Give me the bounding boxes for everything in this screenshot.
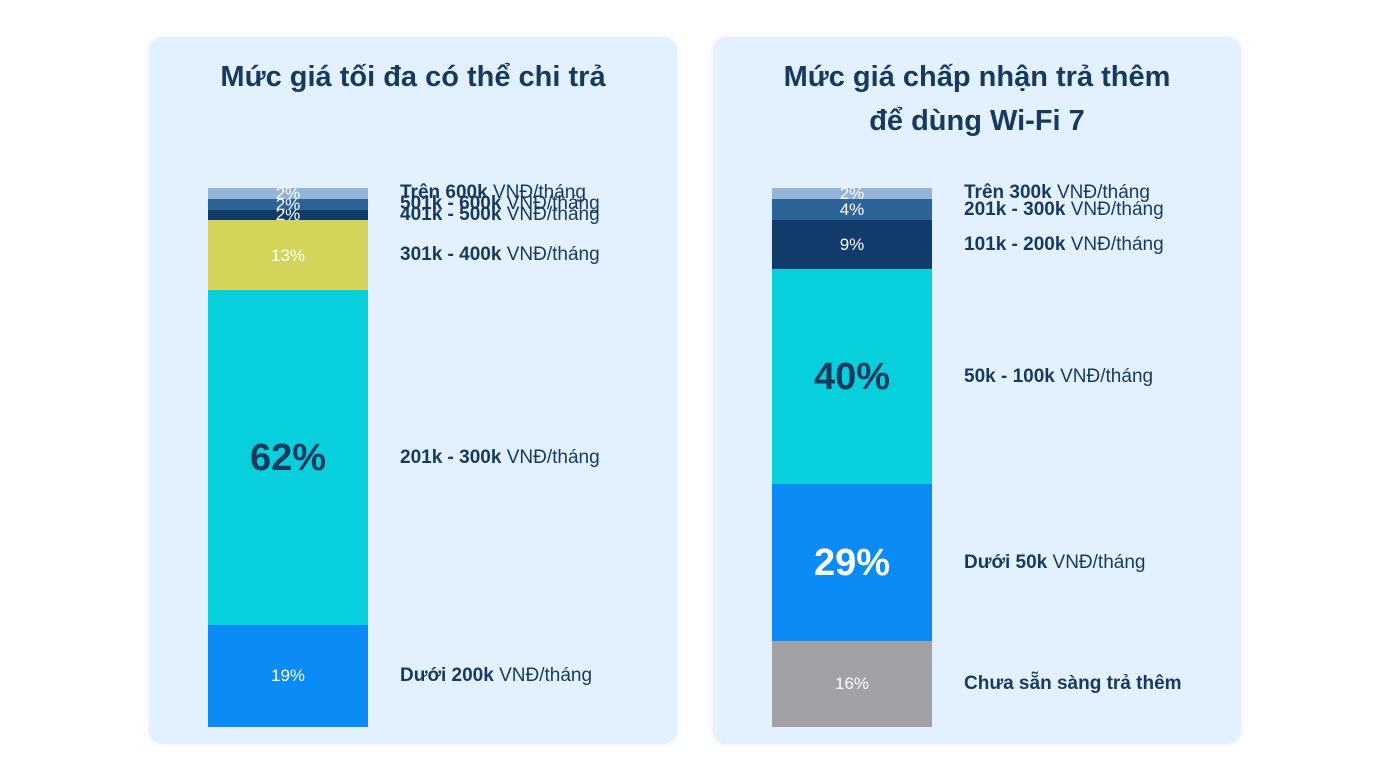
category-label-unit: VNĐ/tháng (1051, 182, 1150, 204)
segment-value-label: 2% (275, 205, 301, 225)
bar-segment: 16% (772, 640, 932, 727)
category-label-unit: VNĐ/tháng (501, 193, 600, 215)
category-label-range: Trên 300k (964, 182, 1052, 204)
category-label-range: 401k - 500k (400, 203, 502, 225)
category-label: 101k - 200k VNĐ/tháng (964, 233, 1164, 255)
category-label: 50k - 100k VNĐ/tháng (964, 365, 1154, 387)
bar-segment: 2% (208, 194, 368, 214)
category-label-unit: VNĐ/tháng (1065, 198, 1164, 220)
segment-value-label: 13% (270, 245, 306, 265)
category-label: Trên 300k VNĐ/tháng (964, 183, 1150, 203)
segment-value-label: 2% (275, 194, 301, 214)
category-label-range: Chưa sẵn sàng trả thêm (964, 672, 1182, 694)
category-label-unit: VNĐ/tháng (493, 664, 593, 686)
bar-segment: 2% (208, 183, 368, 203)
category-label: 401k - 500k VNĐ/tháng (400, 203, 600, 225)
segment-value-label: 29% (813, 541, 891, 584)
category-label: 501k - 600k VNĐ/tháng (400, 194, 600, 214)
bar-segment: 19% (208, 624, 368, 727)
bar-segment: 2% (772, 183, 932, 203)
category-label: Dưới 50k VNĐ/tháng (964, 551, 1146, 573)
segment-value-label: 2% (275, 183, 301, 203)
chart-panel-max-price: Mức giá tối đa có thể chi trả 19% 62% 13% 2… (149, 37, 677, 744)
stacked-bar: 19% 62% 13% 2% 2% 2% (208, 183, 368, 727)
chart-title: Mức giá tối đa có thể chi trả (220, 61, 606, 93)
bar-segment: 2% (208, 206, 368, 223)
bar-segment: 4% (772, 198, 932, 221)
category-label-range: 201k - 300k (400, 446, 502, 468)
segment-value-label: 62% (249, 436, 327, 479)
category-label-range: 301k - 400k (400, 244, 502, 266)
chart-panel-wifi7-extra: Mức giá chấp nhận trả thêm để dùng Wi-Fi… (713, 37, 1241, 744)
segment-value-label: 9% (839, 235, 865, 255)
category-label-range: 101k - 200k (964, 233, 1066, 255)
category-label-unit: VNĐ/tháng (1047, 551, 1146, 573)
category-label-unit: VNĐ/tháng (501, 203, 600, 225)
category-label: Trên 600k VNĐ/tháng (400, 183, 586, 203)
category-label-range: 50k - 100k (964, 365, 1055, 387)
category-label: 301k - 400k VNĐ/tháng (400, 245, 600, 265)
category-label-range: 501k - 600k (400, 193, 502, 215)
segment-value-label: 4% (839, 200, 865, 220)
bar-segment: 29% (772, 484, 932, 641)
chart-title: Mức giá chấp nhận trả thêm để dùng Wi-Fi… (783, 61, 1171, 137)
bar-segment: 9% (772, 220, 932, 269)
category-label-range: 201k - 300k (964, 198, 1066, 220)
bar-segment: 62% (208, 290, 368, 625)
bar-segment: 13% (208, 220, 368, 291)
category-label: Dưới 200k VNĐ/tháng (400, 664, 593, 686)
segment-value-label: 40% (813, 355, 891, 398)
segment-value-label: 16% (834, 674, 870, 694)
bar-segment: 40% (772, 268, 932, 485)
category-label-range: Trên 600k (400, 182, 488, 204)
category-label-unit: VNĐ/tháng (1054, 365, 1154, 387)
segment-value-label: 19% (270, 666, 306, 686)
category-label-unit: VNĐ/tháng (501, 446, 600, 468)
category-label-unit: VNĐ/tháng (487, 182, 586, 204)
category-label: 201k - 300k VNĐ/tháng (964, 198, 1164, 220)
stacked-bar: 16% 29% 40% 9% 4% 2% (772, 183, 932, 727)
category-label-unit: VNĐ/tháng (1065, 233, 1164, 255)
category-label-unit: VNĐ/tháng (501, 244, 600, 266)
category-label-range: Dưới 200k (400, 664, 494, 686)
category-label: Chưa sẵn sàng trả thêm (964, 672, 1182, 694)
category-label: 201k - 300k VNĐ/tháng (400, 446, 600, 468)
segment-value-label: 2% (839, 183, 865, 203)
category-label-range: Dưới 50k (964, 551, 1048, 573)
